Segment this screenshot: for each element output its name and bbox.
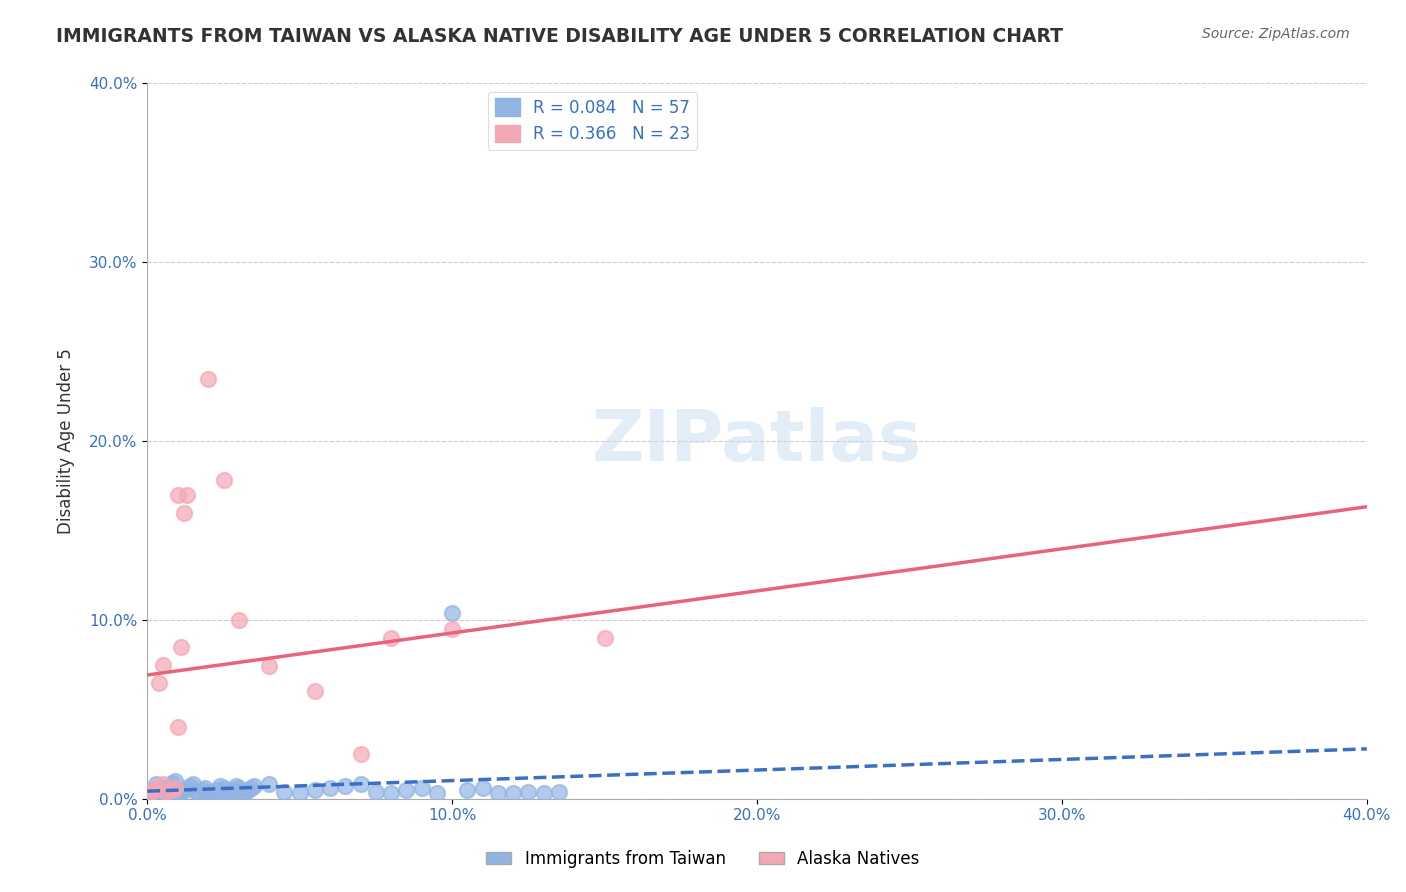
Point: [319, 780, 342, 795]
Point: [257, 777, 280, 791]
Point: [288, 786, 311, 800]
Point: [176, 488, 198, 502]
Point: [197, 371, 219, 385]
Legend: Immigrants from Taiwan, Alaska Natives: Immigrants from Taiwan, Alaska Natives: [479, 844, 927, 875]
Point: [257, 659, 280, 673]
Point: [218, 786, 240, 800]
Point: [173, 782, 195, 797]
Point: [380, 786, 402, 800]
Point: [380, 631, 402, 645]
Point: [200, 784, 222, 798]
Point: [155, 788, 177, 802]
Point: [173, 506, 195, 520]
Point: [273, 784, 295, 798]
Point: [139, 786, 162, 800]
Point: [593, 631, 616, 645]
Y-axis label: Disability Age Under 5: Disability Age Under 5: [58, 348, 75, 534]
Point: [228, 780, 250, 795]
Point: [184, 784, 207, 798]
Point: [166, 720, 188, 734]
Point: [471, 780, 494, 795]
Point: [456, 782, 478, 797]
Point: [441, 606, 464, 620]
Point: [152, 777, 174, 791]
Point: [395, 782, 418, 797]
Point: [350, 747, 373, 761]
Point: [166, 784, 188, 798]
Point: [236, 782, 259, 797]
Point: [145, 780, 167, 795]
Point: [304, 782, 326, 797]
Text: Source: ZipAtlas.com: Source: ZipAtlas.com: [1202, 27, 1350, 41]
Point: [170, 786, 193, 800]
Point: [160, 782, 183, 797]
Point: [231, 784, 253, 798]
Point: [188, 786, 211, 800]
Point: [364, 784, 387, 798]
Point: [155, 784, 177, 798]
Point: [160, 775, 183, 789]
Point: [152, 657, 174, 672]
Point: [233, 786, 256, 800]
Point: [486, 786, 509, 800]
Text: IMMIGRANTS FROM TAIWAN VS ALASKA NATIVE DISABILITY AGE UNDER 5 CORRELATION CHART: IMMIGRANTS FROM TAIWAN VS ALASKA NATIVE …: [56, 27, 1063, 45]
Point: [350, 777, 373, 791]
Point: [243, 779, 266, 793]
Point: [502, 786, 524, 800]
Point: [181, 777, 204, 791]
Point: [142, 782, 165, 797]
Point: [191, 782, 214, 797]
Point: [533, 786, 555, 800]
Point: [152, 780, 174, 795]
Point: [335, 779, 357, 793]
Point: [221, 782, 243, 797]
Point: [304, 684, 326, 698]
Point: [209, 779, 232, 793]
Point: [170, 640, 193, 654]
Point: [145, 777, 167, 791]
Point: [157, 779, 180, 793]
Point: [145, 786, 167, 800]
Point: [426, 786, 449, 800]
Point: [212, 780, 235, 795]
Point: [547, 784, 569, 798]
Point: [411, 780, 433, 795]
Point: [142, 784, 165, 798]
Point: [148, 784, 170, 798]
Point: [148, 675, 170, 690]
Point: [207, 782, 229, 797]
Point: [194, 780, 217, 795]
Point: [228, 613, 250, 627]
Point: [139, 786, 162, 800]
Point: [176, 780, 198, 795]
Point: [215, 784, 238, 798]
Point: [202, 788, 225, 802]
Point: [179, 779, 201, 793]
Legend: R = 0.084   N = 57, R = 0.366   N = 23: R = 0.084 N = 57, R = 0.366 N = 23: [488, 92, 697, 150]
Point: [225, 779, 247, 793]
Point: [239, 780, 262, 795]
Point: [441, 622, 464, 636]
Point: [517, 784, 540, 798]
Point: [163, 780, 186, 795]
Point: [163, 773, 186, 788]
Text: ZIPatlas: ZIPatlas: [592, 407, 922, 475]
Point: [212, 474, 235, 488]
Point: [142, 782, 165, 797]
Point: [197, 786, 219, 800]
Point: [166, 488, 188, 502]
